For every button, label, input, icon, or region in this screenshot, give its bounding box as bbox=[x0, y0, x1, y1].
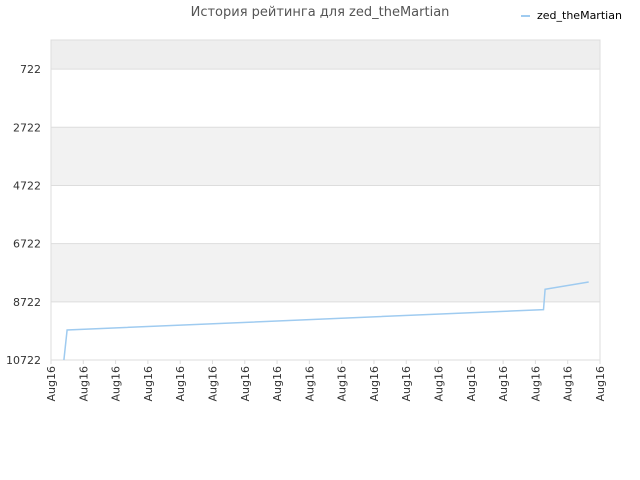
x-tick-label: Aug16 bbox=[368, 366, 381, 401]
legend-swatch bbox=[521, 14, 530, 17]
y-tick-label: 2722 bbox=[13, 121, 41, 134]
plot-border bbox=[50, 39, 601, 361]
grid-band bbox=[51, 243, 600, 302]
y-tick-label: 4722 bbox=[13, 179, 41, 192]
x-tick-label: Aug16 bbox=[206, 366, 219, 401]
y-tick-label: 10722 bbox=[6, 354, 41, 367]
y-axis: 722 2722 4722 6722 8722 10722 bbox=[6, 63, 41, 367]
series-line bbox=[63, 281, 589, 361]
x-tick-label: Aug16 bbox=[239, 366, 252, 401]
x-tick-label: Aug16 bbox=[45, 366, 58, 401]
x-tick-label: Aug16 bbox=[174, 366, 187, 401]
legend-label: zed_theMartian bbox=[537, 9, 622, 22]
x-axis: Aug16 Aug16 Aug16 Aug16 Aug16 Aug16 Aug16 Aug16… bbox=[45, 360, 607, 401]
x-tick-label: Aug16 bbox=[497, 366, 510, 401]
grid-lines bbox=[51, 68, 600, 361]
x-tick-label: Aug16 bbox=[562, 366, 575, 401]
y-tick-label: 6722 bbox=[13, 238, 41, 251]
y-tick-label: 722 bbox=[20, 63, 41, 76]
x-tick-label: Aug16 bbox=[594, 366, 607, 401]
chart-title: История рейтинга для zed_theMartian bbox=[190, 5, 450, 20]
x-tick-label: Aug16 bbox=[303, 366, 316, 401]
x-tick-label: Aug16 bbox=[336, 366, 349, 401]
x-tick-label: Aug16 bbox=[400, 366, 413, 401]
x-tick-label: Aug16 bbox=[271, 366, 284, 401]
series-layer bbox=[63, 281, 589, 361]
x-tick-label: Aug16 bbox=[110, 366, 123, 401]
legend: zed_theMartian bbox=[521, 9, 622, 22]
grid-bands bbox=[51, 40, 600, 302]
x-tick-label: Aug16 bbox=[465, 366, 478, 401]
y-tick-label: 8722 bbox=[13, 296, 41, 309]
grid-band bbox=[51, 127, 600, 186]
grid-band bbox=[51, 40, 600, 70]
x-tick-label: Aug16 bbox=[77, 366, 90, 401]
x-tick-label: Aug16 bbox=[142, 366, 155, 401]
x-tick-label: Aug16 bbox=[529, 366, 542, 401]
x-tick-label: Aug16 bbox=[433, 366, 446, 401]
